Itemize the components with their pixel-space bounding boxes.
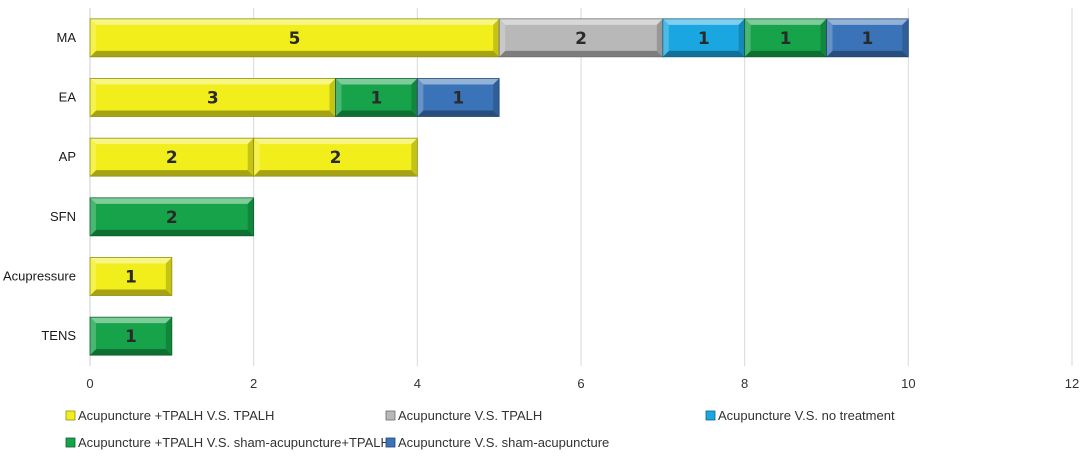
bar-segment: 1 xyxy=(826,18,909,58)
x-tick-label: 10 xyxy=(901,376,915,391)
legend: Acupuncture +TPALH V.S. TPALH Acupuncture… xyxy=(65,408,895,450)
category-label: TENS xyxy=(41,328,76,343)
data-label: 1 xyxy=(861,29,873,49)
x-tick-label: 8 xyxy=(741,376,748,391)
category-label: MA xyxy=(57,30,77,45)
legend-label: Acupuncture +TPALH V.S. sham-acupuncture… xyxy=(78,435,390,450)
legend-item: Acupuncture +TPALH V.S. TPALH xyxy=(65,408,274,423)
data-label: 1 xyxy=(125,268,137,288)
data-label: 1 xyxy=(370,89,382,109)
legend-item: Acupuncture V.S. sham-acupuncture xyxy=(385,435,609,450)
bar-segment: 5 xyxy=(89,18,500,58)
bar-segment: 1 xyxy=(744,18,827,58)
legend-swatch xyxy=(385,410,396,421)
bar-segment: 2 xyxy=(253,137,418,177)
x-tick-label: 12 xyxy=(1065,376,1079,391)
data-label: 2 xyxy=(575,29,587,49)
x-tick-label: 4 xyxy=(414,376,421,391)
data-label: 1 xyxy=(125,327,137,347)
category-label: Acupressure xyxy=(3,269,76,284)
category-label: EA xyxy=(59,90,77,105)
data-label: 2 xyxy=(330,148,342,168)
x-tick-labels: 0 2 4 6 8 10 12 xyxy=(86,376,1079,391)
legend-label: Acupuncture V.S. sham-acupuncture xyxy=(398,435,609,450)
bar-segment: 2 xyxy=(89,137,255,177)
x-tick-label: 2 xyxy=(250,376,257,391)
legend-swatch xyxy=(65,437,76,448)
legend-item: Acupuncture V.S. no treatment xyxy=(705,408,895,423)
legend-label: Acupuncture V.S. TPALH xyxy=(398,408,542,423)
bar-segment: 1 xyxy=(89,316,173,356)
gridlines xyxy=(89,8,1073,366)
bar-segment: 1 xyxy=(662,18,746,58)
x-tick-label: 6 xyxy=(577,376,584,391)
bar-segment: 2 xyxy=(498,18,664,58)
legend-item: Acupuncture +TPALH V.S. sham-acupuncture… xyxy=(65,435,390,450)
data-label: 1 xyxy=(698,29,710,49)
legend-swatch xyxy=(705,410,716,421)
data-label: 2 xyxy=(166,208,178,228)
category-labels: MA EA AP SFN Acupressure TENS xyxy=(3,30,76,343)
data-label: 2 xyxy=(166,148,178,168)
x-tick-label: 0 xyxy=(86,376,93,391)
legend-swatch xyxy=(65,410,76,421)
bar-segment: 2 xyxy=(89,197,255,237)
data-label: 1 xyxy=(780,29,792,49)
category-label: AP xyxy=(59,149,76,164)
legend-item: Acupuncture V.S. TPALH xyxy=(385,408,542,423)
legend-swatch xyxy=(385,437,396,448)
bar-segment: 1 xyxy=(416,78,500,117)
bar-segment: 1 xyxy=(89,257,173,296)
data-label: 5 xyxy=(289,29,301,49)
bar-segment: 1 xyxy=(335,78,418,117)
category-label: SFN xyxy=(50,209,76,224)
bar-segment: 3 xyxy=(89,78,336,117)
legend-label: Acupuncture V.S. no treatment xyxy=(718,408,895,423)
data-label: 1 xyxy=(452,89,464,109)
data-label: 3 xyxy=(207,89,219,109)
bars: 5 2 1 1 1 3 1 1 2 2 2 1 1 xyxy=(89,18,909,356)
legend-label: Acupuncture +TPALH V.S. TPALH xyxy=(78,408,274,423)
